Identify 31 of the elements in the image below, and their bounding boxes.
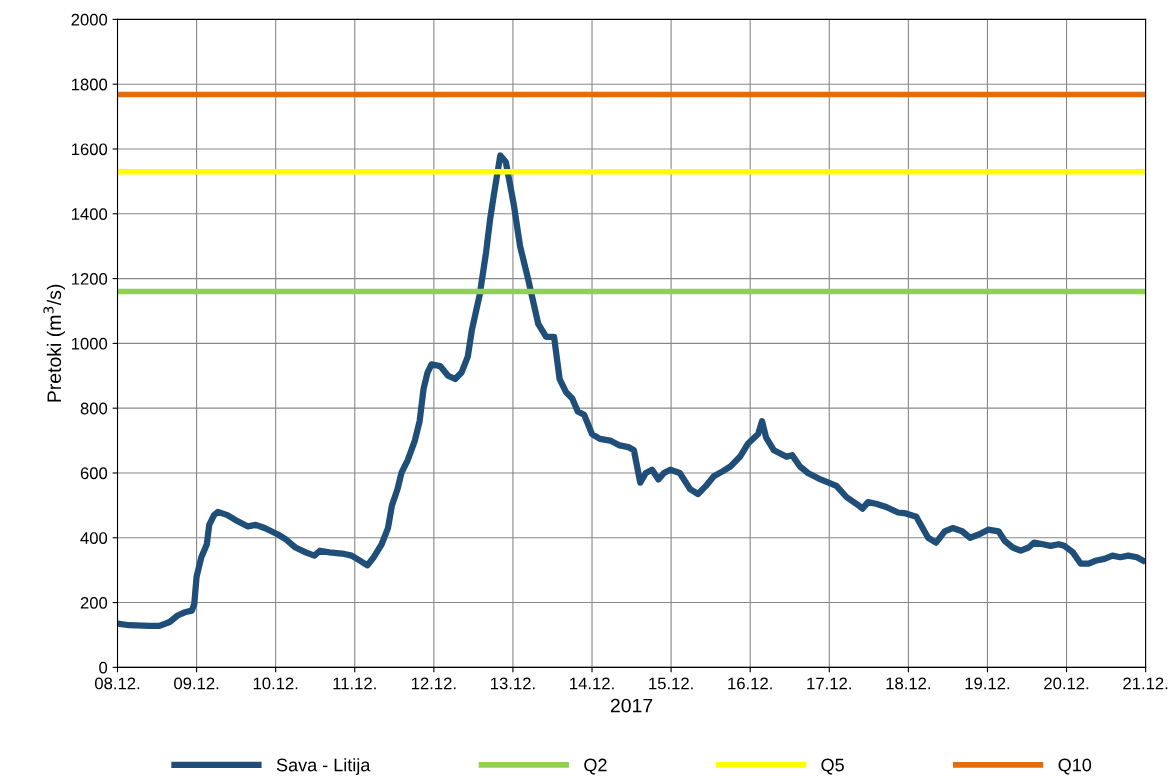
- y-tick-label: 0: [99, 661, 108, 674]
- x-tick-label: 14.12.: [570, 677, 614, 690]
- x-tick-label: 10.12.: [253, 677, 298, 690]
- x-tick-label: 20.12.: [1044, 677, 1089, 690]
- y-axis-title: Pretoki (m$^{3}$/s): [43, 284, 65, 402]
- y-tick-label: 200: [80, 596, 108, 609]
- y-tick-label: 800: [80, 402, 108, 415]
- x-tick-label: 11.12.: [333, 677, 376, 690]
- x-tick-label: 18.12.: [886, 677, 931, 690]
- y-tick-label: 600: [80, 467, 108, 480]
- legend-label: Q10: [1058, 758, 1092, 775]
- y-tick-label: 1000: [71, 337, 108, 350]
- x-tick-label: 16.12.: [728, 677, 772, 690]
- legend-label: Q2: [584, 758, 607, 775]
- x-tick-label: 12.12.: [411, 677, 456, 690]
- x-tick-label: 21.12.: [1123, 677, 1168, 690]
- x-tick-label: 13.12.: [491, 677, 535, 690]
- y-tick-label: 1200: [71, 272, 108, 285]
- legend-label: Sava - Litija: [276, 758, 371, 775]
- y-tick-label: 2000: [71, 13, 108, 26]
- y-tick-label: 1600: [71, 143, 108, 156]
- x-axis-title: 2017: [610, 698, 653, 713]
- x-tick-label: 17.12.: [807, 677, 851, 690]
- x-tick-label: 09.12.: [174, 677, 219, 690]
- legend-label: Q5: [821, 758, 844, 775]
- x-tick-label: 15.12.: [649, 677, 693, 690]
- y-tick-label: 1800: [71, 78, 108, 91]
- x-tick-label: 08.12.: [94, 677, 140, 690]
- y-tick-label: 400: [80, 532, 108, 544]
- y-tick-label: 1400: [71, 208, 108, 220]
- x-tick-label: 19.12.: [965, 677, 1010, 690]
